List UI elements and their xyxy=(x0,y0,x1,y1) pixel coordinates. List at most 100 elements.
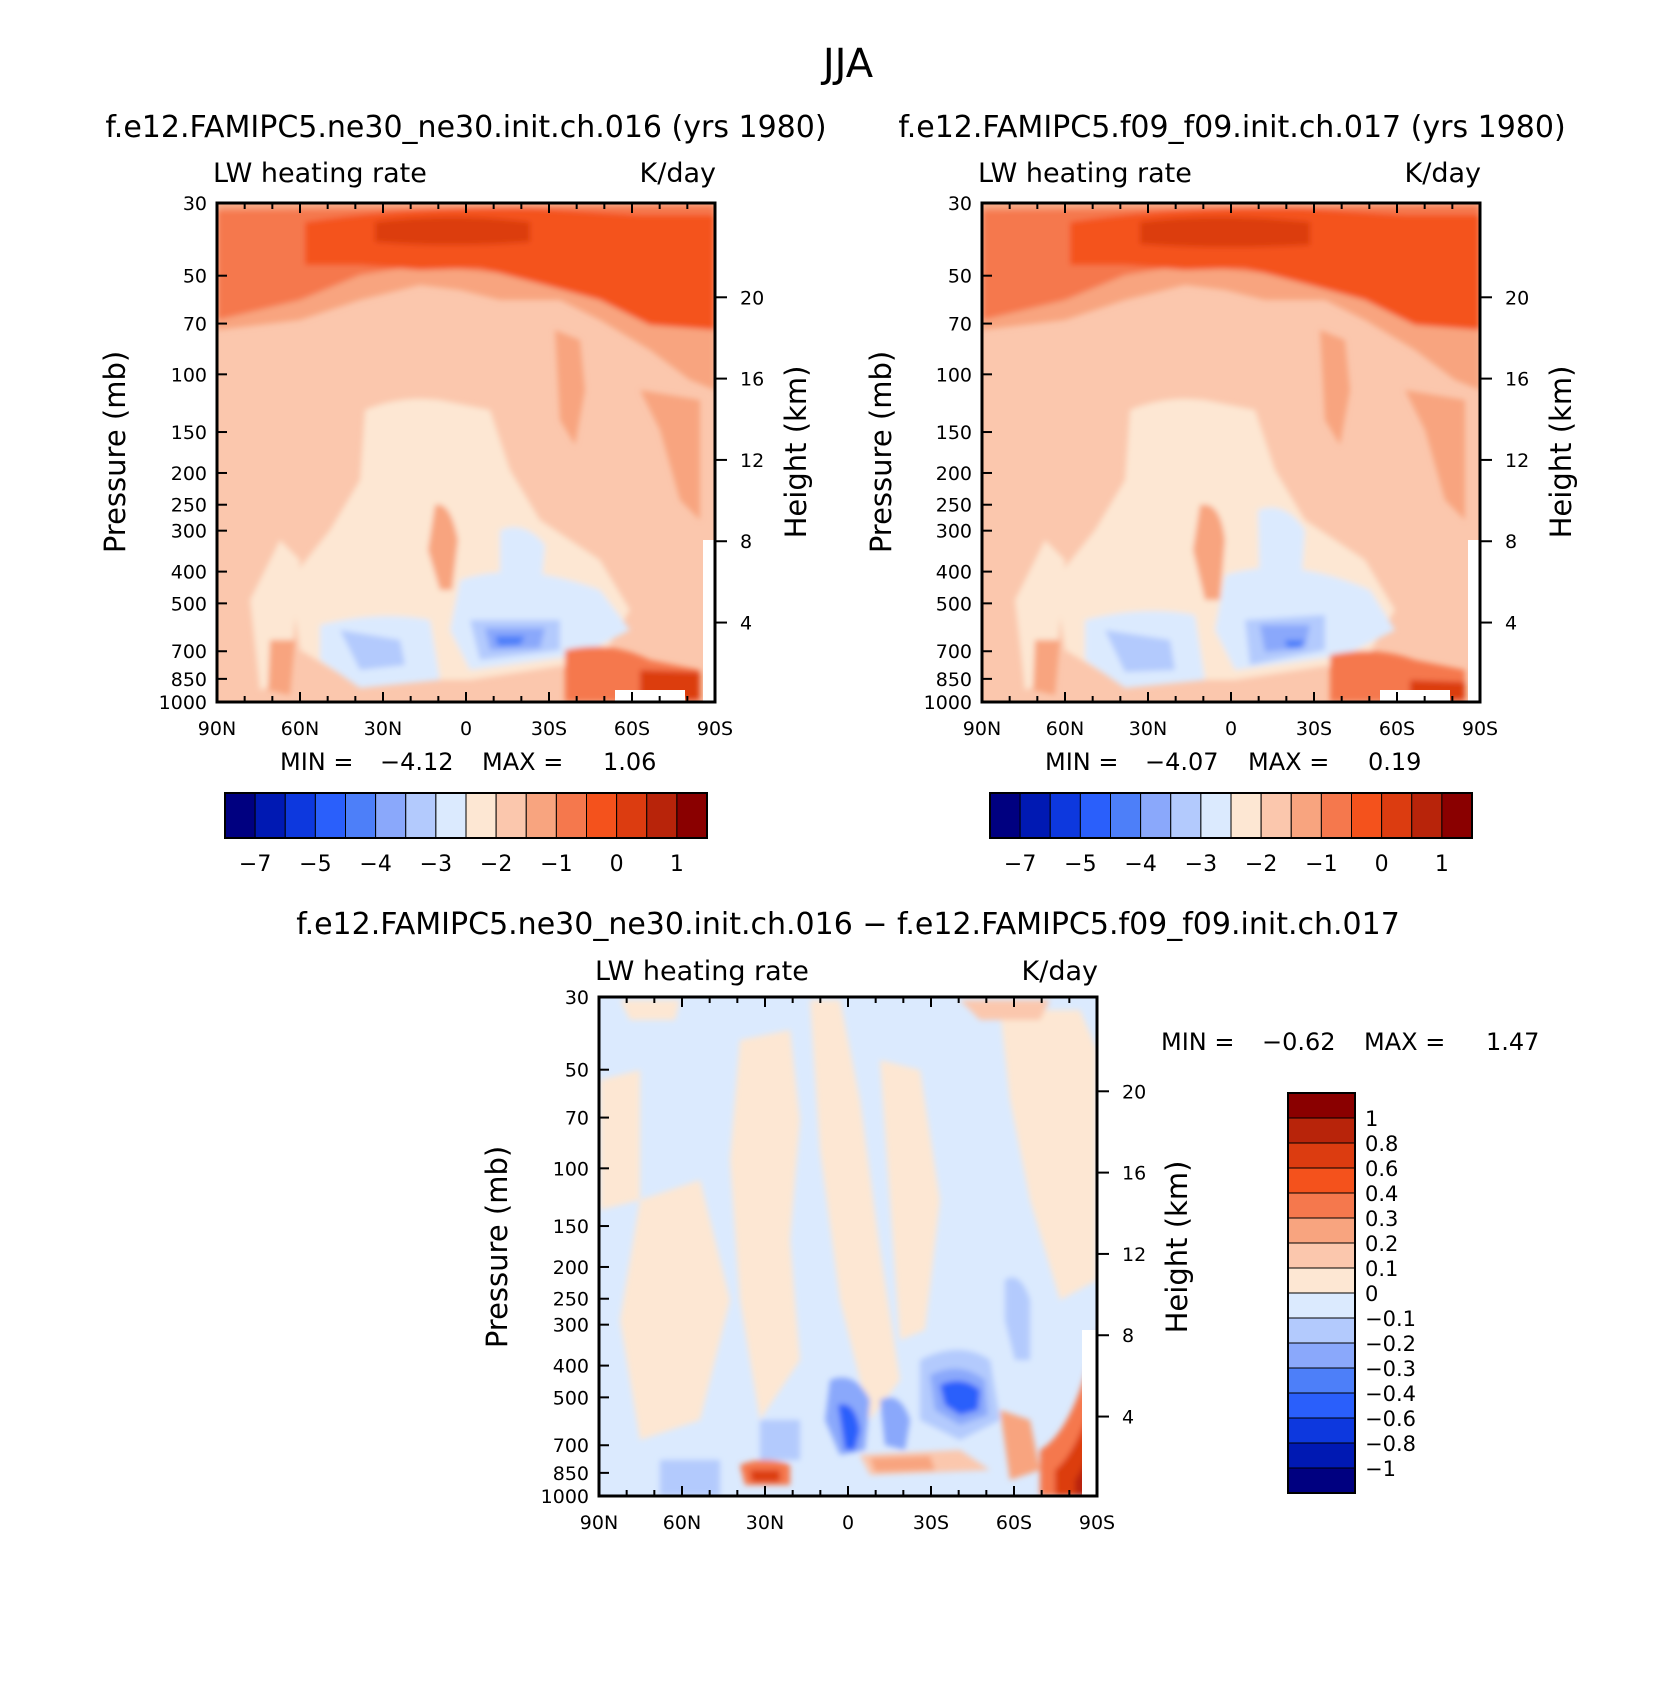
panel-a-y-tick-label: 250 xyxy=(171,495,207,517)
field-blue-core-1 xyxy=(1105,630,1175,672)
panel-b-x-tick-label: 30N xyxy=(1129,718,1167,740)
panel-a-colorbar-label: −7 xyxy=(239,852,271,877)
field-blue-deepest xyxy=(495,636,525,646)
panel-b-x-tick-label: 90N xyxy=(963,718,1001,740)
panel-a-colorbar-swatch xyxy=(616,792,648,839)
panel-a-colorbar-swatch xyxy=(254,792,286,839)
panel-c-colorbar-swatch xyxy=(1287,1217,1356,1244)
panel-a-y2-tick-label: 8 xyxy=(740,531,752,553)
field-missing-patch xyxy=(615,690,685,702)
panel-a-colorbar-label: 0 xyxy=(610,852,624,877)
panel-b-y-axis-label: Pressure (mb) xyxy=(864,351,898,553)
panel-a-colorbar-swatch xyxy=(405,792,437,839)
panel-c-colorbar-swatch xyxy=(1287,1292,1356,1319)
panel-b-y2-tick-label: 8 xyxy=(1505,531,1517,553)
panel-a-colorbar-label: −1 xyxy=(540,852,572,877)
panel-c-colorbar-swatch xyxy=(1287,1442,1356,1469)
panel-a-y2-tick-label: 4 xyxy=(740,613,752,635)
panel-c-colorbar-swatch xyxy=(1287,1342,1356,1369)
panel-c-colorbar-swatch xyxy=(1287,1467,1356,1494)
panel-c-colorbar-label: −0.3 xyxy=(1365,1357,1416,1381)
panel-a-colorbar: −7 −5 −4 −3 −2 −1 0 1 xyxy=(224,792,708,877)
field-blue-3 xyxy=(1258,507,1305,600)
panel-c-x-tick-label: 0 xyxy=(842,1512,854,1534)
field-blue-f xyxy=(880,1397,910,1450)
field-blue-c xyxy=(940,1381,980,1415)
panel-b-x-tick-label: 90S xyxy=(1462,718,1498,740)
field-blue-3 xyxy=(500,527,545,600)
panel-b-colorbar-label: −5 xyxy=(1064,852,1096,877)
field-missing-edge xyxy=(703,540,715,702)
panel-a-colorbar-label: 1 xyxy=(670,852,684,877)
field-blue-e xyxy=(838,1404,860,1450)
panel-b-y-tick-label: 300 xyxy=(936,521,972,543)
field-warm-stripe-1 xyxy=(730,1030,800,1420)
panel-b-y2-tick-label: 4 xyxy=(1505,613,1517,635)
panel-c-colorbar-swatch xyxy=(1287,1167,1356,1194)
panel-a-colorbar-label: −5 xyxy=(299,852,331,877)
panel-c-y2-tick-label: 12 xyxy=(1122,1244,1146,1266)
panel-a-colorbar-label: −2 xyxy=(480,852,512,877)
panel-a-min-label: MIN = xyxy=(280,748,353,776)
panel-c-y-tick-label: 1000 xyxy=(541,1486,589,1508)
panel-b-x-tick-label: 0 xyxy=(1225,718,1237,740)
panel-c-max-label: MAX = xyxy=(1364,1028,1445,1056)
panel-c-x-tick-label: 90N xyxy=(580,1512,618,1534)
panel-a-y2-tick-label: 20 xyxy=(740,287,764,309)
field-blue-g xyxy=(1005,1277,1030,1360)
panel-b-colorbar-frame xyxy=(989,792,1473,839)
field-warm-stripe-3 xyxy=(880,1060,940,1340)
field-blue-h xyxy=(760,1420,800,1460)
panel-c-colorbar-label: −0.2 xyxy=(1365,1332,1416,1356)
panel-b-axes: 90N 60N 30N 0 30S 60S 90S 30 50 70 100 150 200 250 300… xyxy=(924,193,1530,740)
panel-a-x-tick-label: 60S xyxy=(614,718,650,740)
panel-c-y-tick-label: 850 xyxy=(553,1463,589,1485)
panel-c-y2-tick-label: 8 xyxy=(1122,1325,1134,1347)
panel-a-y-tick-label: 50 xyxy=(183,266,207,288)
panel-a-units-label: K/day xyxy=(640,158,716,189)
panel-a-colorbar-swatch xyxy=(314,792,346,839)
panel-a-y-tick-label: 70 xyxy=(183,314,207,336)
field-red-b xyxy=(750,1470,780,1482)
panel-c-y2-axis-label: Height (km) xyxy=(1160,1161,1194,1334)
panel-c-min-label: MIN = xyxy=(1161,1028,1234,1056)
panel-b-colorbar-label: −1 xyxy=(1305,852,1337,877)
panel-a-heatmap-field xyxy=(217,203,715,702)
panel-c-y-tick-label: 100 xyxy=(553,1158,589,1180)
panel-b-colorbar-swatch xyxy=(1351,792,1383,839)
field-high-lat-s xyxy=(640,390,700,520)
panel-a-colorbar-swatch xyxy=(284,792,316,839)
field-blue-i xyxy=(660,1460,720,1496)
panel-a-max-value: 1.06 xyxy=(603,748,656,776)
panel-c-y-axis-label: Pressure (mb) xyxy=(480,1146,514,1348)
panel-c-colorbar-swatch xyxy=(1287,1142,1356,1169)
panel-b-variable-label: LW heating rate xyxy=(978,158,1192,189)
panel-a-y-axis-label: Pressure (mb) xyxy=(98,351,132,553)
field-mid-blob xyxy=(1193,504,1225,600)
panel-a-x-tick-label: 30S xyxy=(531,718,567,740)
panel-b-y-tick-label: 500 xyxy=(936,593,972,615)
panel-a-y-tick-label: 200 xyxy=(171,463,207,485)
panel-c-y-tick-label: 300 xyxy=(553,1315,589,1337)
panel-a-y-tick-label: 150 xyxy=(171,422,207,444)
panel-c-y-tick-label: 50 xyxy=(565,1060,589,1082)
panel-c-y-tick-label: 200 xyxy=(553,1257,589,1279)
field-warm-topleft xyxy=(620,1000,680,1020)
panel-b-min-label: MIN = xyxy=(1045,748,1118,776)
panel-b-x-tick-label: 60N xyxy=(1046,718,1084,740)
panel-c-colorbar-label: −0.6 xyxy=(1365,1407,1416,1431)
panel-a-y-tick-label: 850 xyxy=(171,669,207,691)
panel-a-colorbar-label: −3 xyxy=(420,852,452,877)
panel-c-colorbar-label: 0.4 xyxy=(1365,1182,1398,1206)
panel-c-colorbar-label: −0.8 xyxy=(1365,1432,1416,1456)
panel-a-x-tick-label: 90N xyxy=(198,718,236,740)
panel-b-colorbar-label: −3 xyxy=(1185,852,1217,877)
panel-c-colorbar-swatch xyxy=(1287,1267,1356,1294)
field-warm-stripe-2 xyxy=(810,1000,900,1420)
field-band-max xyxy=(375,217,530,245)
panel-b-colorbar-swatch xyxy=(1381,792,1413,839)
panel-b-colorbar-swatch xyxy=(1260,792,1292,839)
panel-c-y-tick-label: 70 xyxy=(565,1108,589,1130)
panel-b-colorbar-label: −7 xyxy=(1004,852,1036,877)
panel-b-y-tick-label: 850 xyxy=(936,669,972,691)
